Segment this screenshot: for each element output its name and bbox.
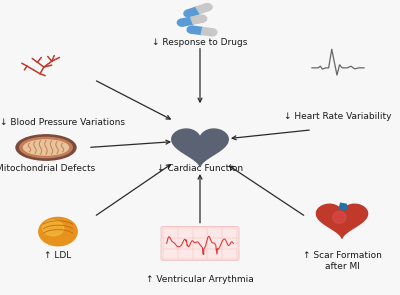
Polygon shape [201,15,207,22]
Ellipse shape [332,211,346,223]
Polygon shape [187,26,193,33]
Polygon shape [191,26,203,35]
Ellipse shape [24,140,68,155]
Text: ↓ Cardiac Function: ↓ Cardiac Function [157,164,243,173]
Polygon shape [196,4,209,14]
Polygon shape [181,17,193,26]
Polygon shape [316,204,368,238]
FancyBboxPatch shape [161,227,239,260]
Polygon shape [184,10,191,17]
Text: ↓ Blood Pressure Variations: ↓ Blood Pressure Variations [0,118,124,127]
Polygon shape [205,4,212,10]
Polygon shape [339,203,348,210]
Text: ↑ LDL: ↑ LDL [44,251,72,260]
Polygon shape [187,7,200,17]
Text: ↓ Response to Drugs: ↓ Response to Drugs [152,38,248,47]
Text: Mitochondrial Defects: Mitochondrial Defects [0,164,96,173]
Text: ↓ Heart Rate Variability: ↓ Heart Rate Variability [284,112,392,121]
Ellipse shape [20,137,72,158]
Polygon shape [211,29,217,36]
Text: ↑ Scar Formation
after MI: ↑ Scar Formation after MI [302,251,382,271]
Text: ↑ Ventricular Arrythmia: ↑ Ventricular Arrythmia [146,275,254,284]
Ellipse shape [16,135,76,160]
Circle shape [43,220,64,236]
Polygon shape [177,19,183,26]
Polygon shape [191,15,203,24]
Polygon shape [172,129,228,167]
Circle shape [39,217,77,246]
Polygon shape [201,27,213,36]
